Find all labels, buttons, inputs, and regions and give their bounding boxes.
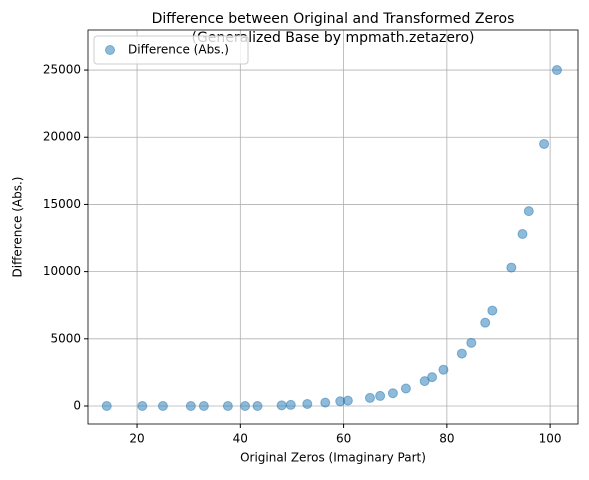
y-tick-label: 20000 bbox=[43, 130, 81, 144]
scatter-point bbox=[302, 398, 313, 409]
scatter-point bbox=[185, 400, 196, 411]
scatter-point bbox=[487, 305, 498, 316]
scatter-point bbox=[320, 397, 331, 408]
scatter-point bbox=[276, 400, 287, 411]
chart-title: Difference between Original and Transfor… bbox=[152, 11, 515, 27]
scatter-point bbox=[506, 262, 517, 273]
x-tick-label: 80 bbox=[439, 432, 454, 446]
scatter-point bbox=[342, 395, 353, 406]
scatter-point bbox=[285, 399, 296, 410]
x-tick-label: 20 bbox=[129, 432, 144, 446]
scatter-point bbox=[438, 364, 449, 375]
scatter-point bbox=[137, 400, 148, 411]
scatter-point bbox=[222, 400, 233, 411]
scatter-point bbox=[456, 348, 467, 359]
plot-frame bbox=[87, 29, 579, 425]
x-tick-label: 60 bbox=[336, 432, 351, 446]
y-tick-label: 25000 bbox=[43, 63, 81, 77]
scatter-point bbox=[157, 400, 168, 411]
y-tick-label: 10000 bbox=[43, 264, 81, 278]
legend-box bbox=[93, 35, 249, 65]
chart-subtitle: (Generalized Base by mpmath.zetazero) bbox=[191, 30, 474, 46]
scatter-point bbox=[198, 400, 209, 411]
scatter-point bbox=[427, 372, 438, 383]
x-axis-label: Original Zeros (Imaginary Part) bbox=[240, 451, 426, 465]
scatter-point bbox=[551, 65, 562, 76]
scatter-point bbox=[240, 400, 251, 411]
scatter-point bbox=[364, 392, 375, 403]
scatter-point bbox=[400, 383, 411, 394]
scatter-point bbox=[466, 337, 477, 348]
y-tick-label: 15000 bbox=[43, 197, 81, 211]
scatter-point bbox=[375, 390, 386, 401]
y-tick-label: 5000 bbox=[50, 331, 81, 345]
y-tick-label: 0 bbox=[73, 398, 81, 412]
scatter-point bbox=[539, 138, 550, 149]
scatter-point bbox=[523, 206, 534, 217]
scatter-point bbox=[252, 400, 263, 411]
legend-marker bbox=[105, 45, 115, 55]
scatter-point bbox=[517, 228, 528, 239]
y-axis-label: Difference (Abs.) bbox=[11, 177, 25, 278]
x-tick-label: 40 bbox=[233, 432, 248, 446]
legend-label: Difference (Abs.) bbox=[128, 43, 229, 57]
x-tick-label: 100 bbox=[539, 432, 562, 446]
scatter-point bbox=[480, 317, 491, 328]
scatter-point bbox=[101, 400, 112, 411]
scatter-point bbox=[387, 388, 398, 399]
